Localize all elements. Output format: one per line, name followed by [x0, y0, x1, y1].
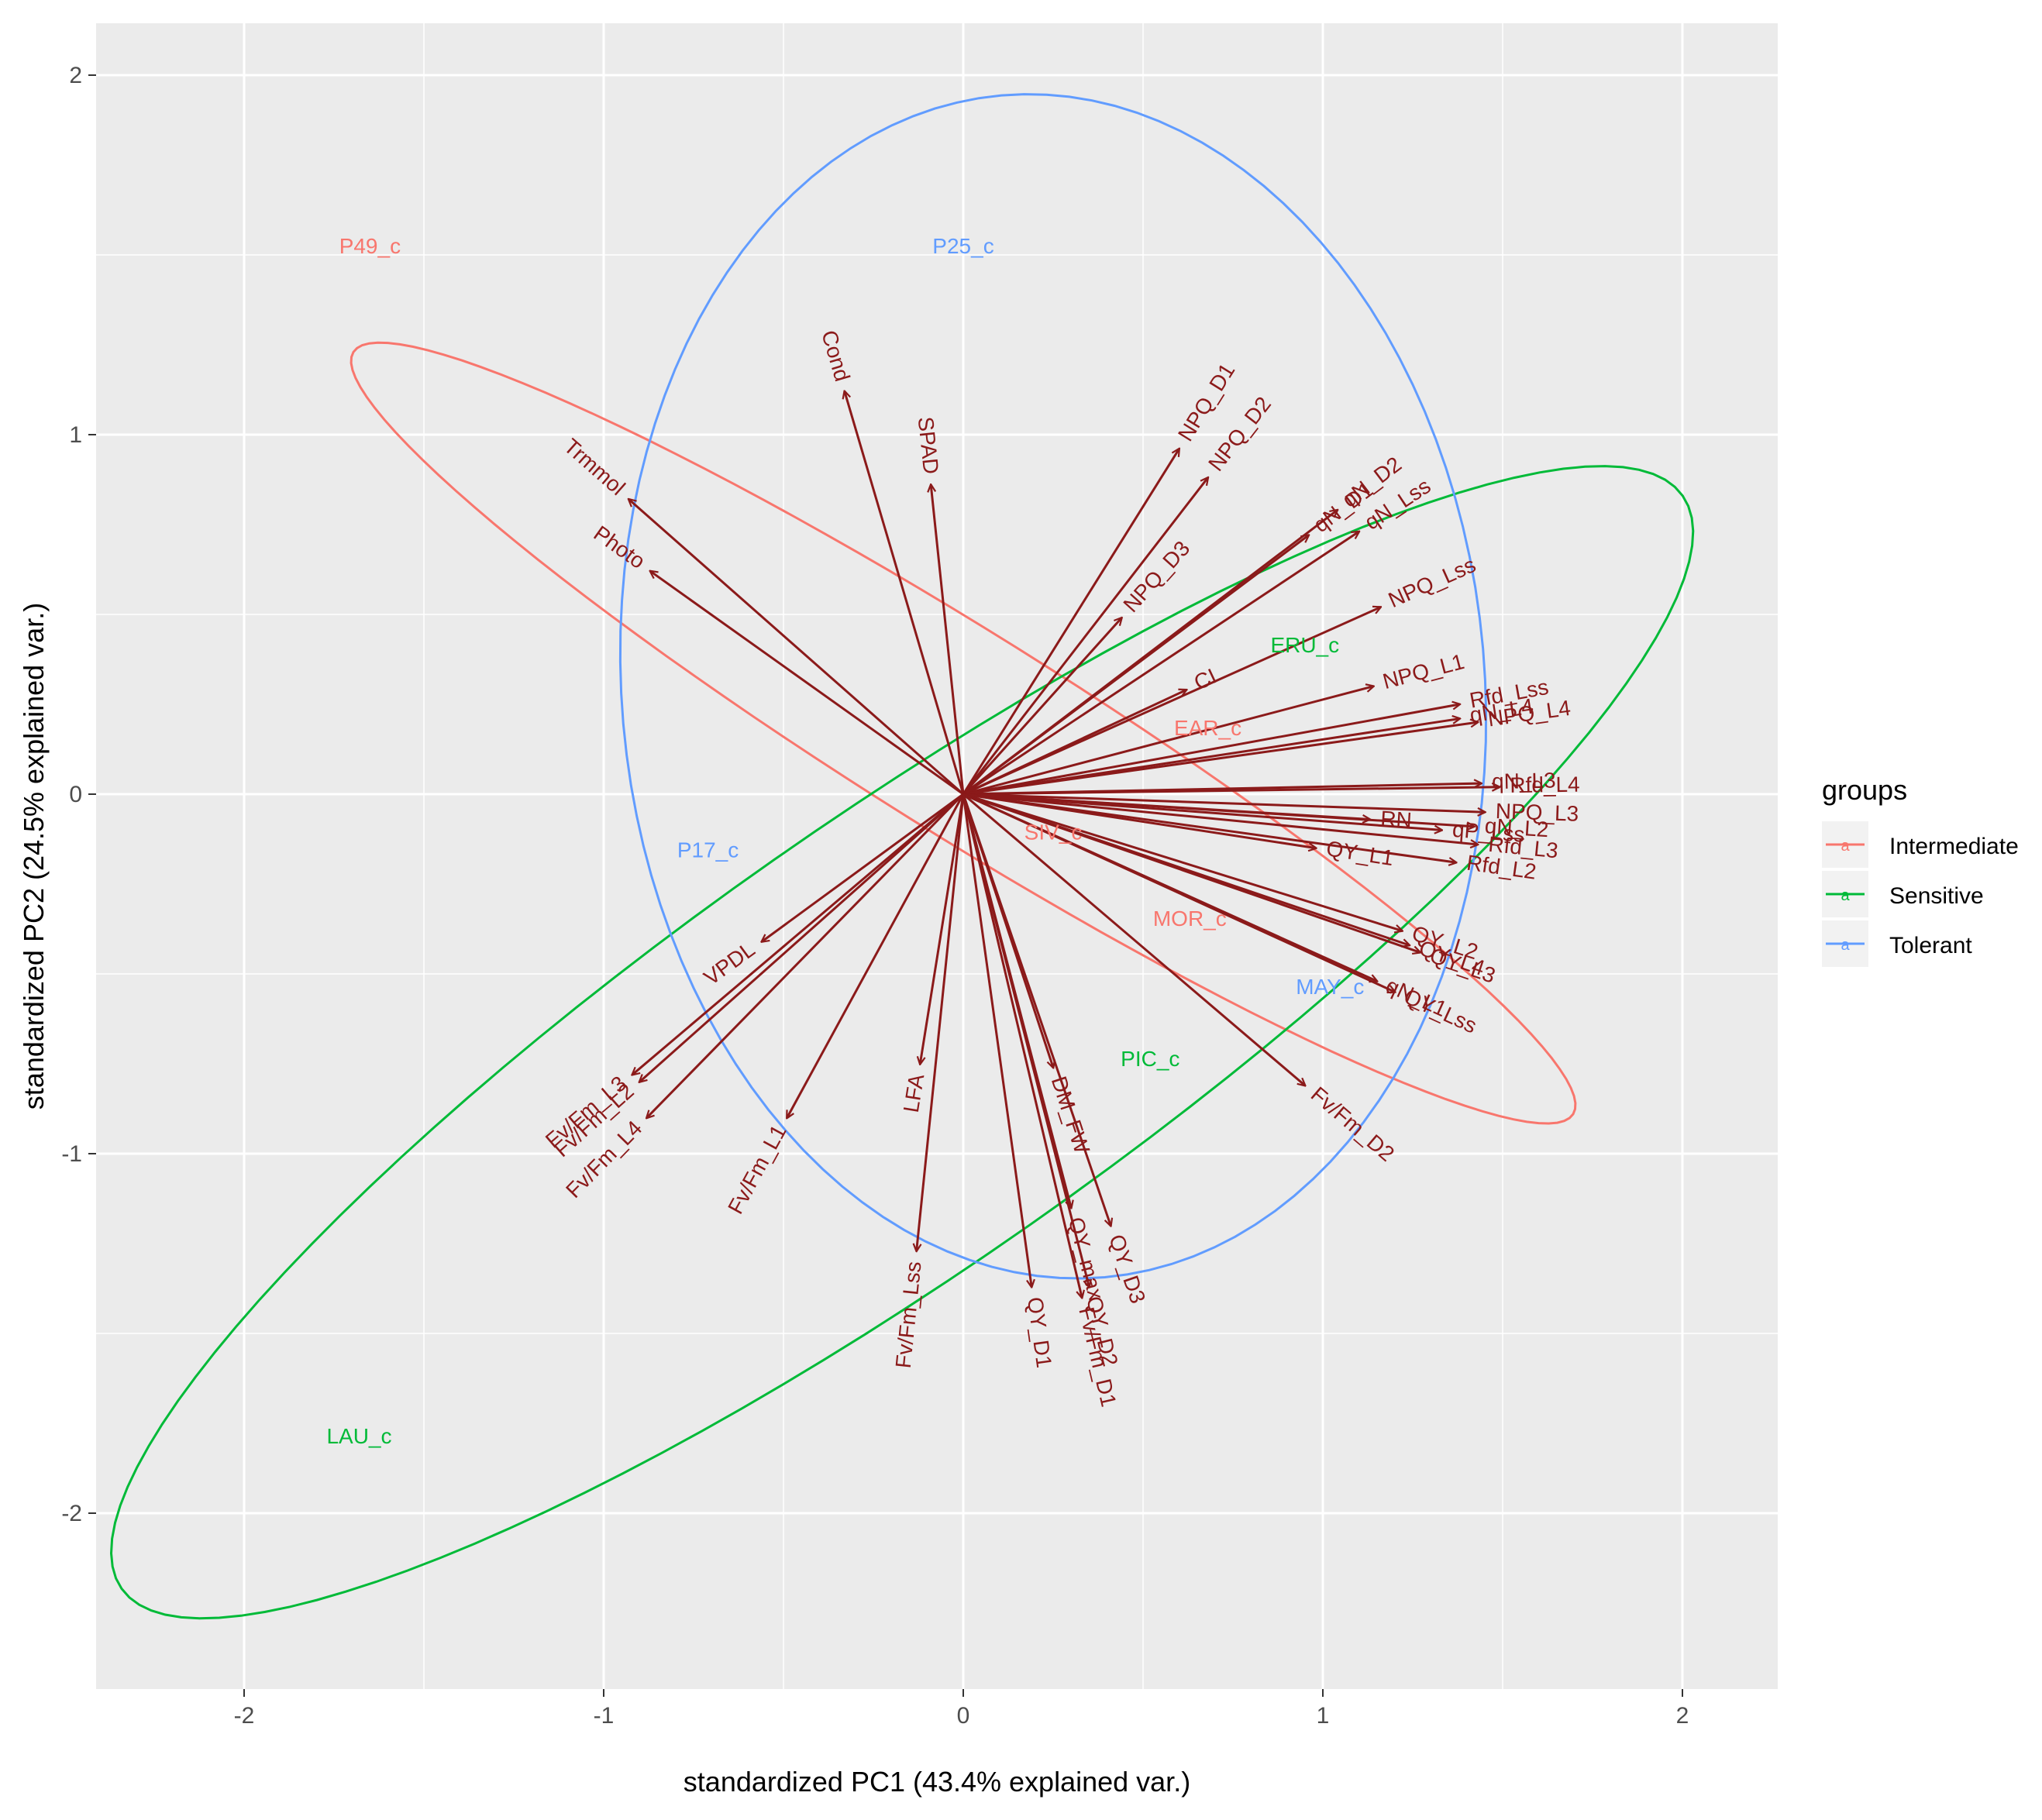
loading-arrow-fv-fm-lss [917, 793, 965, 1251]
grid-minor [96, 23, 1778, 1689]
loading-arrow-fv-fm-d2 [962, 793, 1305, 1085]
loading-arrow-spad [931, 485, 965, 795]
loading-arrow-photo [650, 571, 964, 796]
loading-arrow-qn-d1 [962, 535, 1308, 796]
point-label-siv-c: SIV_c [1024, 820, 1083, 844]
loading-arrow-qy-d1 [962, 793, 1031, 1287]
point-label-p49-c: P49_c [339, 234, 401, 258]
loading-arrow-qy-l1 [962, 793, 1316, 848]
loading-label-qn-l2: qN_L2 [1484, 814, 1549, 841]
loading-arrow-fv-fm-l3 [632, 793, 964, 1075]
x-tick-label: 2 [1676, 1703, 1689, 1729]
legend-label-tolerant: Tolerant [1889, 933, 1972, 958]
point-label-mor-c: MOR_c [1153, 907, 1227, 931]
loading-label-qn-l3: qN_L3 [1492, 768, 1556, 793]
loading-arrow-rfd-l4 [962, 787, 1499, 796]
loading-label-rn: RN [1379, 807, 1412, 832]
loading-arrow-vpdl [762, 793, 964, 941]
group-point-labels: P49_c EAR_c SIV_c MOR_c ERU_c PIC_c LAU_c P25_c… [326, 234, 1364, 1448]
point-label-ear-c: EAR_c [1174, 716, 1241, 740]
y-tick-label: -1 [61, 1141, 82, 1167]
point-label-eru-c: ERU_c [1270, 633, 1339, 657]
legend-label-intermediate: Intermediate [1889, 834, 2019, 859]
legend-key-glyph-intermediate: a [1841, 838, 1850, 855]
legend-label-sensitive: Sensitive [1889, 883, 1984, 909]
loading-arrow-rfd-l2 [962, 793, 1456, 862]
ellipse-tolerant [618, 93, 1488, 1280]
legend-item-intermediate: a Intermediate [1822, 821, 2019, 868]
loading-arrow-npq-lss [962, 607, 1380, 796]
point-label-lau-c: LAU_c [326, 1424, 391, 1448]
loading-arrow-qy-lss [962, 793, 1395, 992]
x-tick-label: 0 [957, 1703, 970, 1729]
legend-item-sensitive: a Sensitive [1822, 871, 1984, 917]
loading-arrow-fv-fm-l2 [639, 793, 964, 1082]
legend-item-tolerant: a Tolerant [1822, 920, 1972, 967]
x-tick-label: 1 [1317, 1703, 1330, 1729]
point-label-p17-c: P17_c [677, 838, 739, 862]
loading-arrow-rfd-l3 [962, 793, 1478, 845]
loading-arrow-npq-d2 [962, 478, 1208, 795]
loading-arrow-qy-d2 [962, 793, 1089, 1287]
x-tick-label: -1 [594, 1703, 615, 1729]
loading-arrow-npq-l4 [962, 722, 1478, 796]
loading-arrow-fv-fm-l1 [787, 793, 965, 1118]
legend-key-glyph-sensitive: a [1841, 887, 1850, 904]
loading-arrow-qy-d3 [962, 793, 1111, 1226]
legend-key-glyph-tolerant: a [1841, 937, 1850, 954]
legend: groups a Intermediate a Sensitive a Tole… [1822, 774, 2019, 967]
loading-arrow-cond [845, 391, 965, 795]
grid-major [96, 23, 1778, 1689]
plot-panel [96, 23, 1778, 1689]
loading-arrow-npq-l3 [962, 793, 1485, 812]
loading-label-spad: SPAD [914, 415, 944, 475]
x-axis-title: standardized PC1 (43.4% explained var.) [684, 1766, 1190, 1798]
loading-label-qp-lss: qP_Lss [1451, 817, 1525, 847]
loading-arrow-qy-l3 [962, 793, 1420, 952]
x-tick-label: -2 [234, 1703, 255, 1729]
loading-label-npq-l3: NPQ_L3 [1495, 799, 1579, 826]
loading-arrows [628, 391, 1499, 1297]
point-label-may-c: MAY_c [1296, 975, 1364, 999]
y-tick-label: 2 [69, 63, 82, 88]
loading-label-rfd-l4: Rfd_L4 [1510, 772, 1580, 797]
loading-arrow-qn-lss [962, 532, 1358, 796]
y-tick-label: 1 [69, 422, 82, 448]
loading-arrow-fv-fm-l4 [647, 793, 965, 1118]
y-axis-title: standardized PC2 (24.5% explained var.) [18, 603, 50, 1110]
loading-arrow-qn-l2 [962, 793, 1474, 827]
loading-arrow-npq-l1 [962, 686, 1373, 796]
loading-arrow-npq-d1 [962, 449, 1179, 795]
loading-arrow-lfa [920, 793, 965, 1064]
loading-arrow-rfd-lss [962, 704, 1459, 796]
loading-arrow-ci [962, 690, 1186, 796]
legend-title: groups [1822, 774, 1907, 806]
axes: -2 -1 0 1 2 -2 -1 0 1 2 [61, 63, 1689, 1729]
loading-arrow-fv-fm-d1 [962, 793, 1082, 1298]
y-tick-label: -2 [61, 1501, 82, 1526]
point-label-p25-c: P25_c [932, 234, 993, 258]
point-label-pic-c: PIC_c [1121, 1047, 1179, 1071]
loading-arrow-npq-d3 [962, 618, 1121, 796]
y-tick-label: 0 [69, 782, 82, 807]
loading-arrow-qy-l2 [962, 793, 1402, 931]
loading-arrow-trmmol [628, 500, 964, 796]
